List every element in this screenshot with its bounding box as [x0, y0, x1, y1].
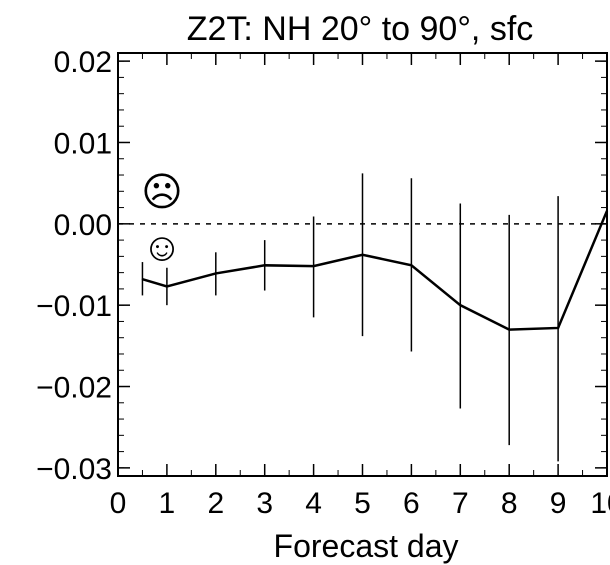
- series-line: [142, 210, 609, 331]
- annotations: ☹☺: [141, 170, 183, 269]
- data-point: [606, 210, 608, 212]
- data-point: [508, 328, 511, 331]
- x-tick-label: 5: [354, 487, 371, 520]
- data-point: [263, 264, 266, 267]
- chart-title: Z2T: NH 20° to 90°, sfc: [187, 10, 534, 48]
- data-point: [459, 304, 462, 306]
- x-axis-label: Forecast day: [274, 528, 459, 564]
- x-tick-label: 10: [590, 487, 610, 520]
- y-tick-label: 0.00: [54, 209, 112, 242]
- y-tick-label: 0.01: [54, 127, 112, 160]
- data-point: [361, 253, 364, 256]
- x-tick-label: 7: [452, 487, 469, 520]
- x-tick-label: 1: [159, 487, 176, 520]
- y-tick-label: 0.02: [54, 46, 112, 79]
- x-tick-label: 6: [403, 487, 420, 520]
- y-tick-label: −0.01: [36, 290, 112, 323]
- x-tick-label: 3: [256, 487, 273, 520]
- y-axis-ticks: 0.02 0.01 0.00 −0.01 −0.02 −0.03: [36, 46, 607, 486]
- data-point: [312, 265, 315, 267]
- data-point: [557, 327, 559, 329]
- x-tick-label: 2: [207, 487, 224, 520]
- frowning-face-icon: ☹: [141, 170, 183, 214]
- x-tick-label: 9: [550, 487, 567, 520]
- series-lines: [141, 210, 609, 331]
- y-tick-label: −0.02: [36, 372, 112, 405]
- smiling-face-icon: ☺: [142, 226, 183, 270]
- y-tick-label: −0.03: [36, 453, 112, 486]
- data-point: [141, 278, 144, 280]
- error-bars: [141, 61, 608, 462]
- data-point: [410, 264, 413, 267]
- data-point: [166, 285, 168, 288]
- data-point: [215, 272, 217, 275]
- x-tick-label: 0: [110, 487, 127, 520]
- x-tick-label: 8: [501, 487, 518, 520]
- x-tick-label: 4: [305, 487, 322, 520]
